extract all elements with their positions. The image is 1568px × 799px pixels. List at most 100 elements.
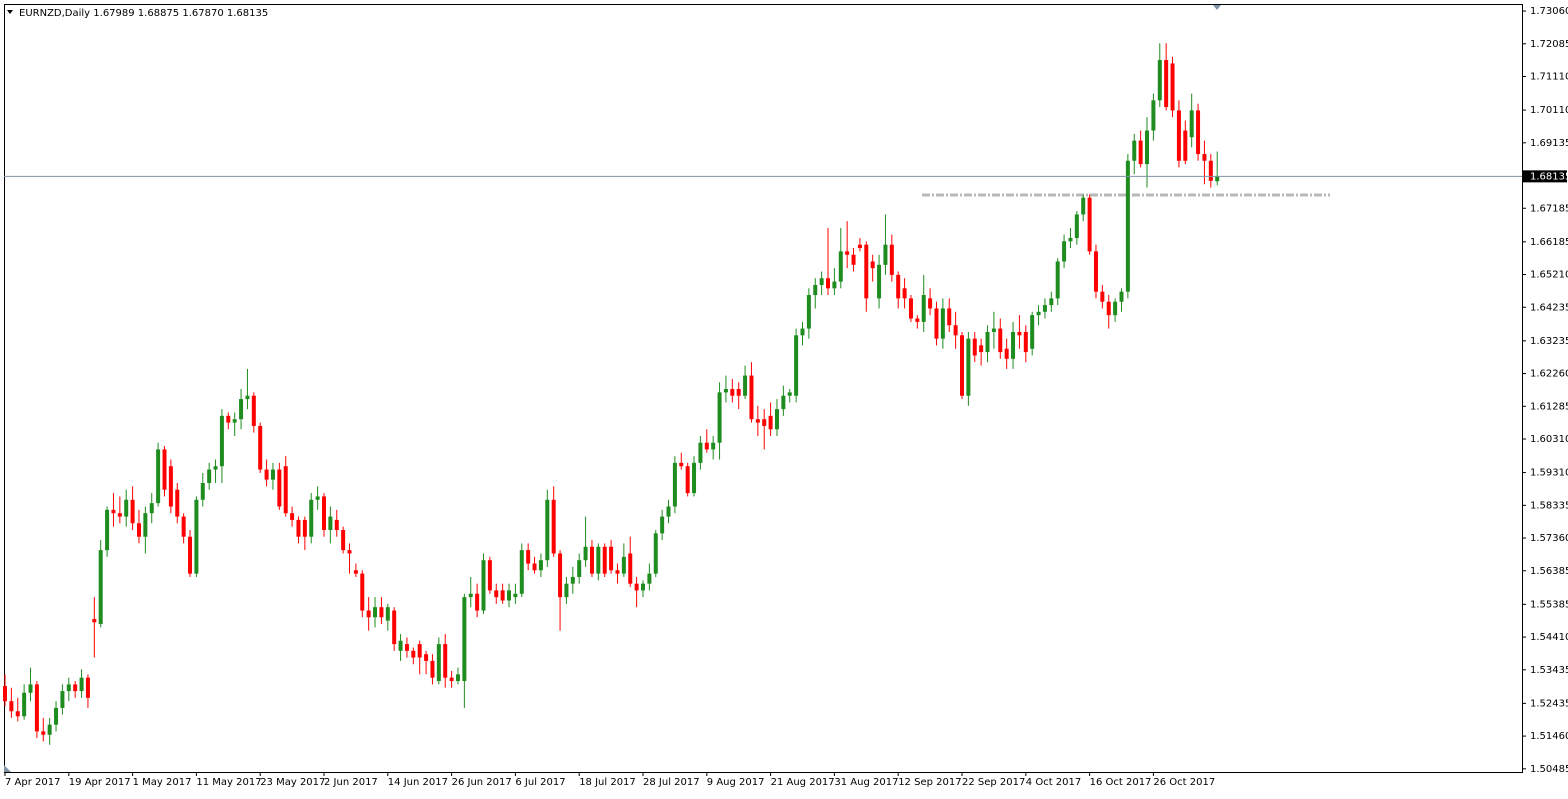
candle-body [207,469,212,483]
candle-body [1132,140,1137,161]
y-tick-label: 1.55385 [1530,599,1568,610]
candle-body [360,573,365,611]
candle-body [960,335,964,396]
candle-body [985,331,990,353]
candle-body [634,583,639,591]
candle-body [692,462,697,494]
candle-body [194,499,199,574]
x-tick-label: 14 Jun 2017 [388,777,448,788]
x-tick-label: 18 Jul 2017 [579,777,636,788]
candle-body [717,392,722,443]
candle-body [953,325,958,336]
x-tick-label: 22 Sep 2017 [962,777,1025,788]
candle-body [979,345,984,353]
candle-body [628,553,633,584]
candle-body [47,724,52,735]
candle-body [774,409,779,430]
x-tick-label: 7 Apr 2017 [5,777,60,788]
candle-body [908,298,913,319]
candle-body [162,449,167,490]
candle-body [800,328,805,336]
candle-body [98,550,103,624]
candle-body [436,644,441,682]
candle-body [1068,237,1073,242]
candle-body [672,462,677,507]
candle-body [838,251,843,282]
candle-body [1170,63,1175,111]
candle-body [660,516,665,534]
x-tick-label: 21 Aug 2017 [771,777,835,788]
y-tick-label: 1.59310 [1530,468,1568,479]
candle-body [475,593,480,611]
candle-body [130,499,135,524]
candle-body [264,469,269,480]
candle-body [404,644,409,651]
candle-body [1196,110,1201,155]
candle-body [296,519,301,537]
candle-body [277,469,282,507]
candle-body [168,466,173,507]
y-tick-label: 1.61285 [1530,401,1568,412]
candle-body [1183,130,1188,161]
candle-body [1113,301,1118,316]
candle-body [1157,60,1162,101]
candle-body [188,536,193,574]
x-tick-label: 11 May 2017 [196,777,261,788]
plot-frame [4,4,1523,773]
candle-body [22,692,27,717]
candle-body [583,546,588,561]
candle-body [54,707,59,725]
y-tick-label: 1.53435 [1530,665,1568,676]
candle-body [1093,251,1098,292]
menu-triangle [7,10,13,14]
candle-body [449,677,454,682]
candle-body [366,610,371,618]
x-tick-label: 9 Aug 2017 [707,777,765,788]
candle-body [1106,301,1111,316]
candle-body [1138,140,1143,165]
candle-body [1030,315,1035,349]
candle-body [1202,154,1207,161]
candle-body [1055,261,1060,299]
candle-body [545,499,550,561]
x-tick-label: 28 Jul 2017 [643,777,700,788]
candle-body [538,560,543,571]
candle-body [813,284,818,296]
y-tick-label: 1.72085 [1530,39,1568,50]
candle-body [60,691,65,708]
candle-body [653,533,658,574]
x-tick-label: 12 Sep 2017 [898,777,961,788]
current-price-label: 1.68135 [1530,171,1568,182]
corner-marker [4,765,11,772]
candle-body [245,395,250,400]
candle-body [302,519,307,537]
candle-body [940,308,945,339]
candle-body [66,684,71,692]
candle-body [462,597,467,682]
candle-body [1100,291,1105,302]
y-tick-label: 1.51460 [1530,731,1568,742]
candle-body [85,677,90,698]
candle-body [864,244,869,299]
candle-body [902,288,907,299]
candle-body [647,573,652,584]
candle-body [781,395,786,410]
y-tick-label: 1.50485 [1530,764,1568,775]
candle-body [481,560,486,611]
candle-body [136,523,141,537]
y-tick-label: 1.71110 [1530,72,1568,83]
y-tick-label: 1.60310 [1530,434,1568,445]
candle-body [883,244,888,265]
candle-body [991,328,996,332]
candle-body [411,650,416,658]
candle-body [251,395,256,426]
candle-body [826,278,831,289]
candle-body [156,449,161,504]
candle-body [1036,311,1041,316]
x-tick-label: 31 Aug 2017 [834,777,898,788]
candle-body [124,499,129,517]
candle-body [385,607,390,621]
candle-body [79,677,84,692]
candle-body [577,560,582,577]
candle-body [309,499,314,537]
